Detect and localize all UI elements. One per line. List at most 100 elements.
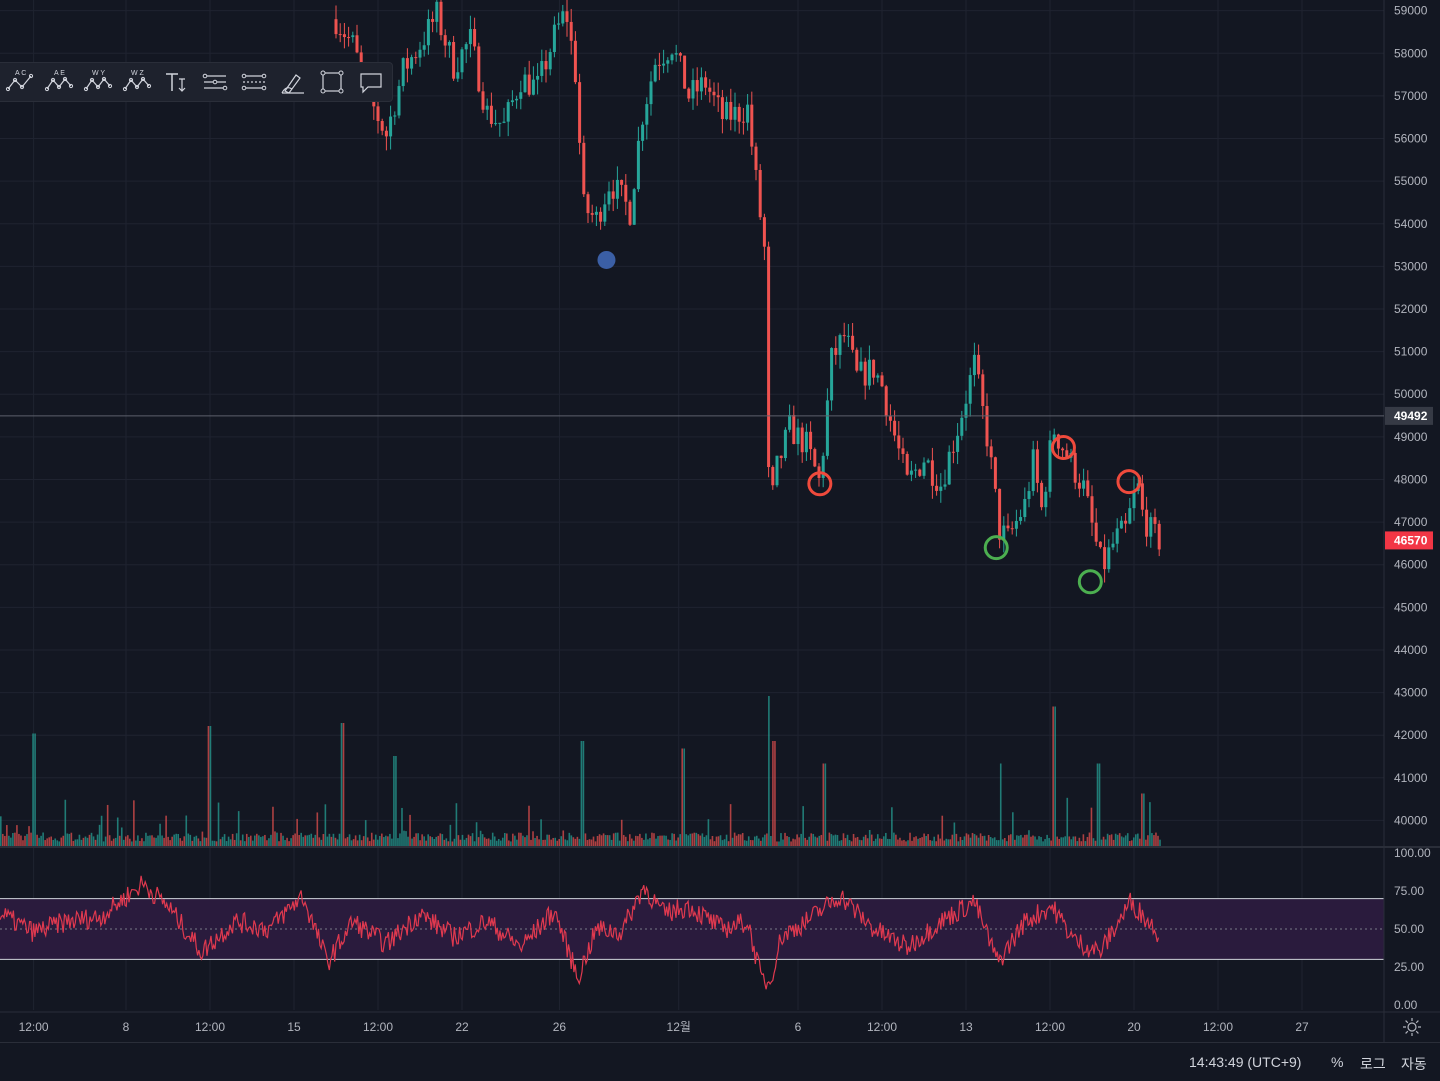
volume-bar [292, 835, 294, 846]
candle-body [737, 106, 741, 122]
volume-bar [526, 835, 528, 846]
rectangle-tool[interactable] [312, 63, 351, 101]
volume-bar [1003, 838, 1006, 846]
parallel-channel-tool[interactable] [195, 63, 234, 101]
volume-bar [1092, 838, 1095, 846]
volume-bar [22, 840, 24, 846]
rsi-tick-label: 25.00 [1394, 960, 1424, 974]
volume-bar [516, 839, 518, 846]
volume-bar [90, 832, 93, 846]
volume-bar [1032, 835, 1034, 846]
candle-body [792, 414, 796, 445]
volume-bar [1020, 834, 1022, 846]
candle-body [779, 455, 783, 459]
volume-bar [933, 836, 936, 846]
text-tool-icon [165, 73, 185, 92]
percent-scale-button[interactable]: % [1331, 1054, 1344, 1070]
volume-bar [1120, 836, 1123, 846]
volume-bar [876, 834, 879, 846]
volume-bar [467, 834, 470, 846]
volume-bar [189, 834, 192, 846]
candle-body [552, 24, 556, 53]
volume-bar [582, 741, 585, 846]
auto-scale-button[interactable]: 자동 [1401, 1056, 1427, 1072]
volume-bar [512, 833, 514, 846]
volume-bar [471, 833, 474, 846]
volume-bar [133, 800, 135, 846]
candle-body [905, 453, 909, 475]
volume-bar [701, 833, 704, 846]
candle-body [947, 451, 951, 485]
volume-bar [417, 833, 419, 846]
time-tick-label: 8 [123, 1020, 130, 1034]
volume-bar [1012, 812, 1014, 846]
volume-bar [481, 834, 484, 846]
volume-bar [606, 835, 609, 846]
candle-body [426, 19, 430, 46]
candle-body [985, 406, 989, 447]
chart-settings-button[interactable] [1400, 1015, 1424, 1039]
volume-bar [169, 840, 171, 846]
volume-bar [997, 840, 1000, 846]
volume-bar [342, 723, 345, 846]
brush-tool[interactable] [273, 63, 312, 101]
regression-channel-icon [241, 73, 266, 91]
candle-body [699, 77, 703, 92]
volume-bar [562, 830, 565, 846]
volume-bar [479, 830, 482, 846]
abcde-pattern-tool[interactable]: A E [39, 63, 78, 101]
volume-bar [903, 839, 905, 846]
volume-bar [106, 804, 109, 846]
time-tick-label: 12월 [667, 1020, 691, 1034]
volume-bar [925, 835, 927, 846]
axes: 59000 58000 57000 56000 55000 54000 53000 52000… [0, 0, 1440, 1042]
candle-body [771, 467, 775, 486]
volume-bar [1066, 797, 1069, 846]
volume-bar [544, 839, 546, 846]
volume-bar [433, 839, 436, 846]
volume-bar [897, 839, 899, 846]
volume-bar [635, 835, 637, 846]
volume-bar [810, 833, 813, 846]
candle-body [653, 64, 657, 82]
time-tick-label: 12:00 [1035, 1020, 1065, 1034]
wxy-pattern-tool[interactable]: W Y [78, 63, 117, 101]
candle-body [636, 140, 640, 190]
volume-bar [727, 841, 730, 846]
volume-bar [612, 833, 615, 846]
volume-bar [161, 835, 163, 846]
candle-body [405, 58, 409, 69]
volume-bar [665, 835, 667, 846]
volume-bar [776, 841, 778, 846]
volume-bar [885, 832, 887, 846]
chart-annotations[interactable] [597, 250, 1142, 595]
volume-bar [1042, 841, 1044, 846]
volume-bar [149, 835, 151, 846]
volume-bar [415, 833, 417, 846]
volume-bar [453, 838, 456, 846]
volume-bar [151, 835, 153, 846]
text-tool[interactable] [156, 63, 195, 101]
volume-bar [173, 834, 175, 846]
candle-body [1040, 482, 1044, 508]
log-scale-button[interactable]: 로그 [1360, 1056, 1386, 1072]
timezone-clock[interactable]: 14:43:49 (UTC+9) [1189, 1054, 1302, 1070]
volume-bar [1036, 839, 1038, 846]
volume-bar [721, 840, 724, 846]
callout-tool[interactable] [351, 63, 390, 101]
volume-bar [973, 834, 976, 846]
candle-body [964, 403, 968, 418]
volume-bar [556, 840, 559, 846]
regression-channel-tool[interactable] [234, 63, 273, 101]
volume-bar [393, 756, 395, 846]
volume-bar [844, 838, 847, 846]
candle-body [968, 375, 972, 404]
volume-bar [905, 841, 907, 846]
volume-bar [129, 838, 131, 846]
volume-bar [249, 835, 252, 846]
candle-body [859, 361, 863, 371]
abcd-pattern-tool[interactable]: A C [0, 63, 39, 101]
volume-bar [439, 833, 442, 846]
wxyz-pattern-tool[interactable]: W Z [117, 63, 156, 101]
